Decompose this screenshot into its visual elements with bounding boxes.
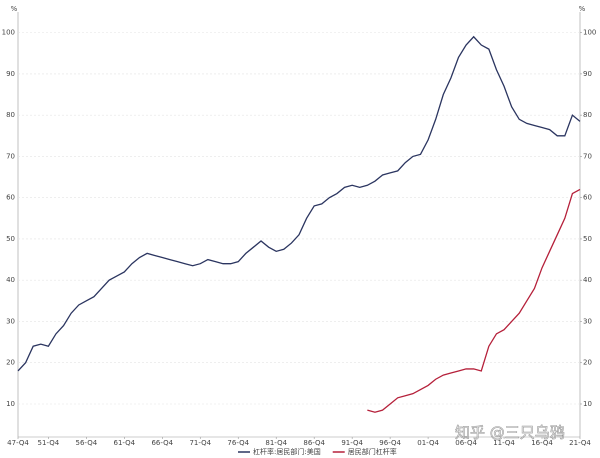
y-tick-label: 40 [6, 276, 15, 284]
y2-tick-label: 70 [583, 152, 592, 160]
y-unit: % [11, 5, 18, 13]
x-tick-label: 86-Q4 [303, 439, 325, 447]
x-tick-label: 21-Q4 [569, 439, 591, 447]
x-tick-label: 96-Q4 [379, 439, 401, 447]
series-line [17, 35, 581, 372]
x-tick-label: 81-Q4 [265, 439, 287, 447]
y-tick-label: 70 [6, 152, 15, 160]
y2-tick-label: 60 [583, 194, 592, 202]
x-tick-label: 66-Q4 [151, 439, 173, 447]
x-tick-label: 76-Q4 [227, 439, 249, 447]
y-tick-label: 10 [6, 400, 15, 408]
y-tick-label: 20 [6, 359, 15, 367]
y2-tick-label: 100 [583, 29, 596, 37]
x-tick-label: 16-Q4 [531, 439, 553, 447]
legend-label: 杠杆率:居民部门:美国 [253, 447, 321, 456]
y2-tick-label: 20 [583, 359, 592, 367]
x-tick-label: 47-Q4 [7, 439, 29, 447]
legend-label: 居民部门杠杆率 [348, 447, 397, 456]
y-tick-label: 50 [6, 235, 15, 243]
y-tick-label: 60 [6, 194, 15, 202]
y-tick-label: 80 [6, 111, 15, 119]
x-tick-label: 51-Q4 [38, 439, 60, 447]
y2-tick-label: 40 [583, 276, 592, 284]
x-tick-label: 91-Q4 [341, 439, 363, 447]
series-line [367, 188, 581, 413]
x-tick-label: 56-Q4 [76, 439, 98, 447]
y2-tick-label: 30 [583, 317, 592, 325]
x-tick-label: 06-Q4 [455, 439, 477, 447]
y2-unit: % [579, 5, 586, 13]
y-tick-label: 30 [6, 317, 15, 325]
y2-tick-label: 10 [583, 400, 592, 408]
x-tick-label: 61-Q4 [113, 439, 135, 447]
x-tick-label: 71-Q4 [189, 439, 211, 447]
y2-tick-label: 90 [583, 70, 592, 78]
y2-tick-label: 80 [583, 111, 592, 119]
x-tick-label: 01-Q4 [417, 439, 439, 447]
y-tick-label: 100 [2, 29, 15, 37]
y-tick-label: 90 [6, 70, 15, 78]
y2-tick-label: 50 [583, 235, 592, 243]
x-tick-label: 11-Q4 [493, 439, 515, 447]
